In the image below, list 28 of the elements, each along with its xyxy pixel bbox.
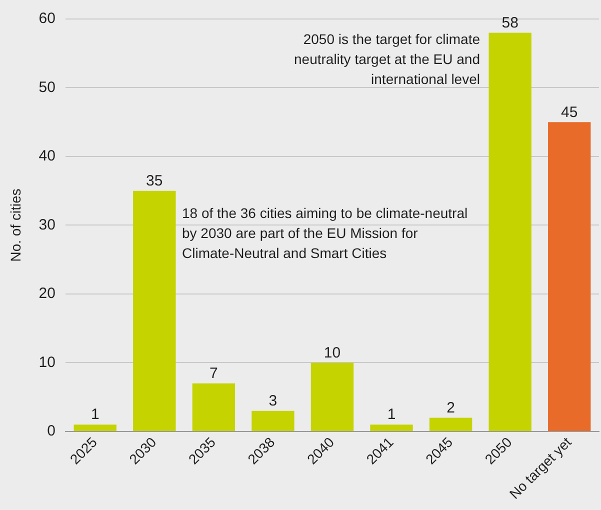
bar <box>370 424 413 431</box>
y-tick-label: 30 <box>38 216 56 234</box>
data-label: 7 <box>210 364 218 382</box>
y-tick-label: 10 <box>38 354 56 371</box>
data-label: 2 <box>446 399 455 416</box>
bar <box>548 122 591 431</box>
data-label: 10 <box>324 344 341 362</box>
data-label: 1 <box>90 406 100 424</box>
annotation: 2050 is the target for climate neutrality target at the EU and international level <box>294 31 480 87</box>
bar <box>192 383 236 431</box>
bar <box>310 362 354 431</box>
bar <box>133 190 176 431</box>
y-tick-label: 0 <box>47 422 56 440</box>
y-tick-label: 60 <box>38 10 56 28</box>
data-label: 45 <box>561 104 578 121</box>
data-label: 58 <box>502 14 518 32</box>
bar <box>74 424 116 431</box>
y-axis-title: No. of cities <box>7 188 24 262</box>
y-tick-label: 50 <box>38 78 56 96</box>
bar <box>252 410 294 431</box>
bar <box>429 418 472 431</box>
y-tick-label: 40 <box>38 148 56 165</box>
y-tick-label: 20 <box>38 285 56 302</box>
bar <box>488 32 532 431</box>
annotation: 18 of the 36 cities aiming to be climate-neutral by 2030 are part of the EU Mission for Climate-Neutral and Smart Cities <box>182 205 468 261</box>
data-label: 35 <box>146 172 163 190</box>
data-label: 3 <box>268 392 278 410</box>
data-label: 1 <box>387 406 396 424</box>
